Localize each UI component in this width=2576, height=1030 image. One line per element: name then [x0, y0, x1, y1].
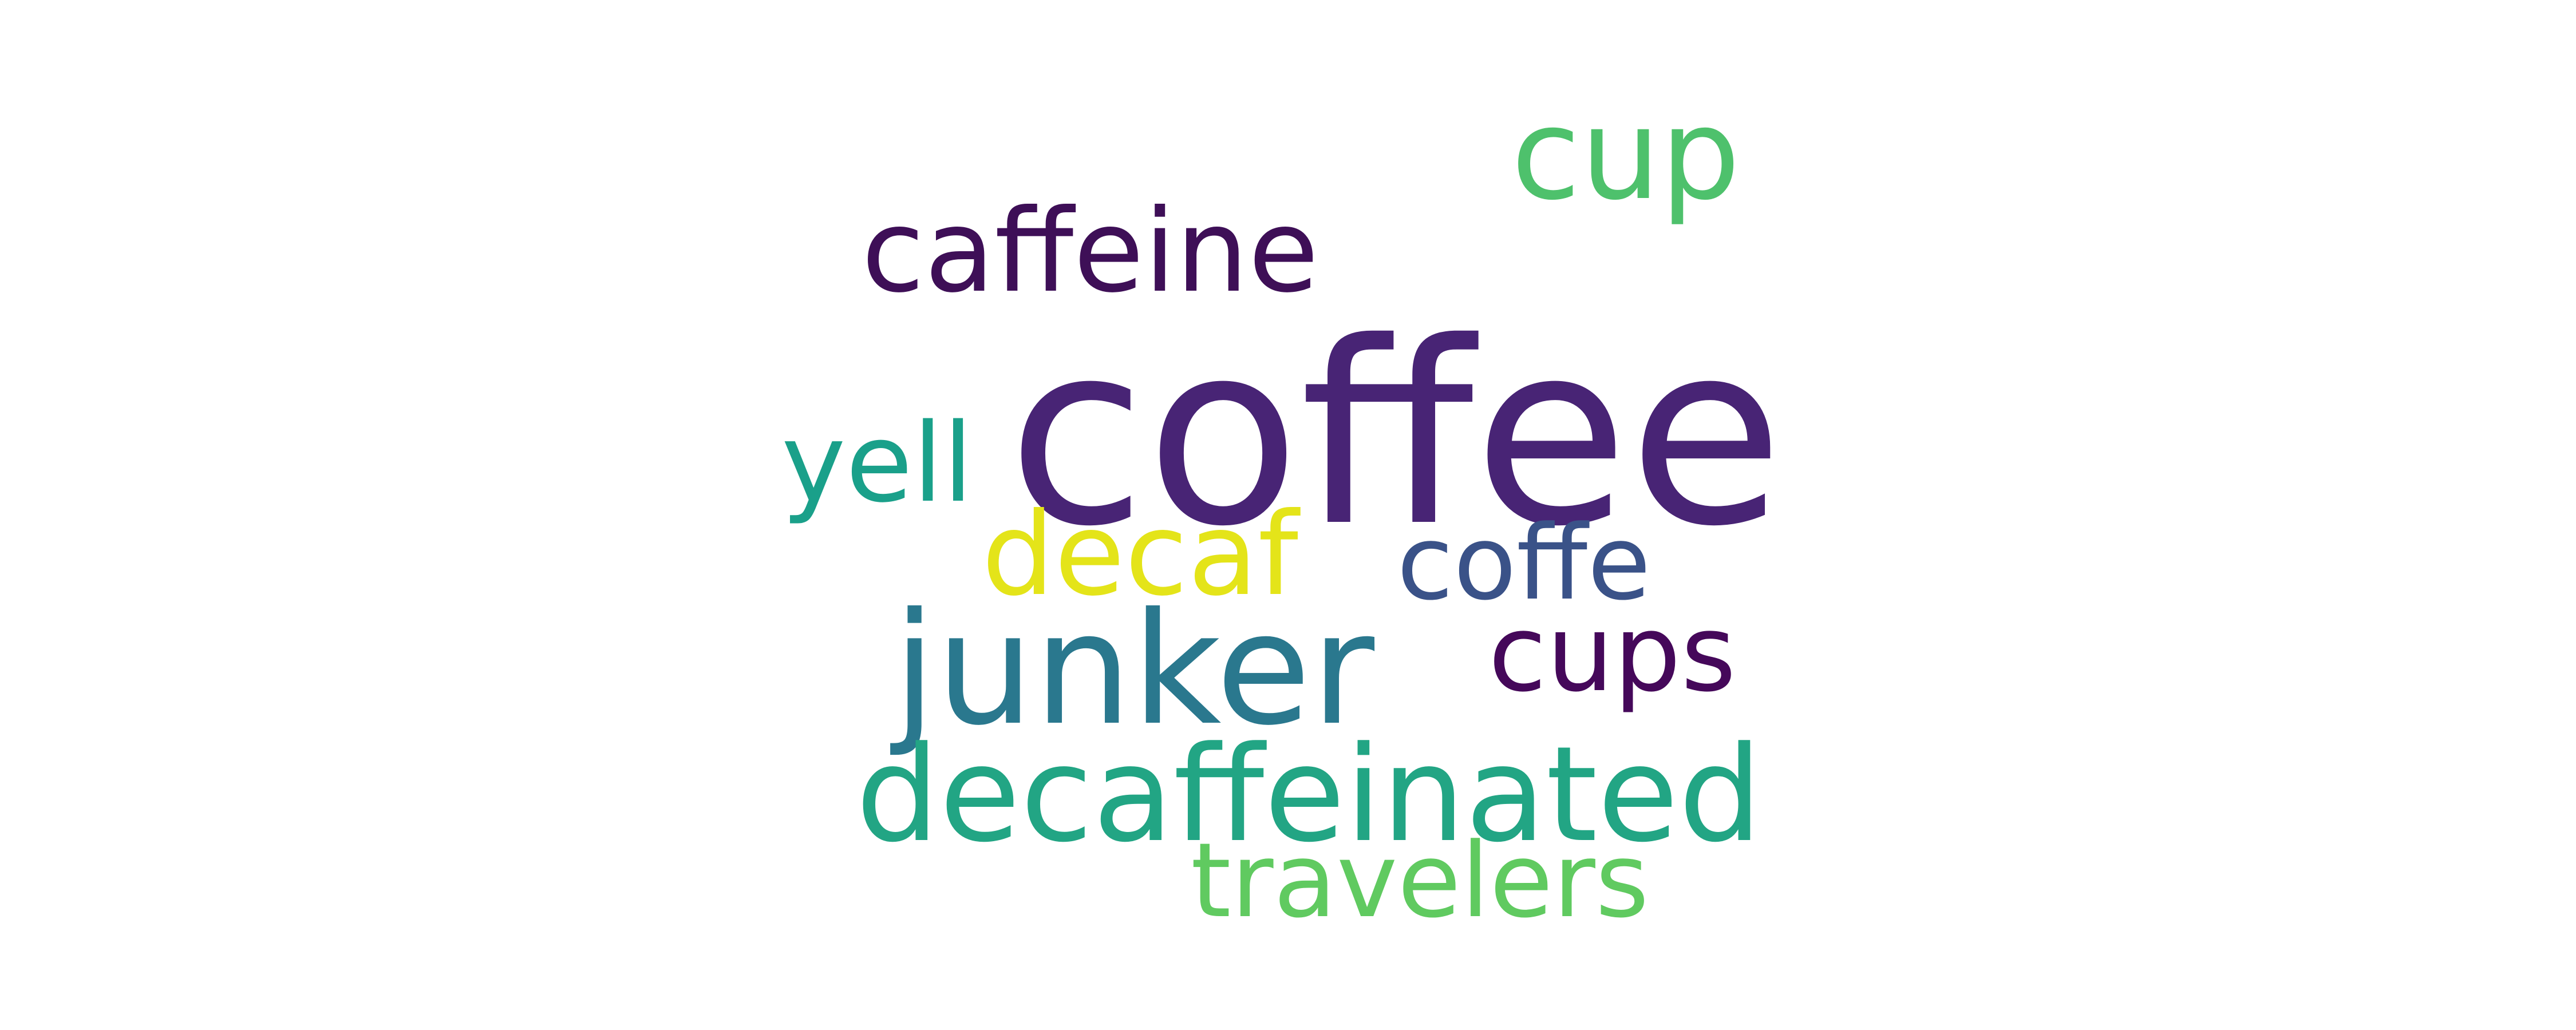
word-coffee: coffee [1008, 288, 1784, 581]
word-decaf: decaf [982, 488, 1298, 621]
word-cup: cup [1511, 81, 1741, 228]
word-travelers: travelers [1191, 821, 1649, 941]
word-junker: junker [893, 579, 1375, 759]
word-caffeine: caffeine [862, 185, 1319, 318]
word-cups: cups [1488, 592, 1736, 715]
word-yell: yell [781, 400, 973, 526]
word-decaffeinated: decaffeinated [856, 719, 1763, 871]
word-coffe: coffe [1397, 504, 1651, 623]
